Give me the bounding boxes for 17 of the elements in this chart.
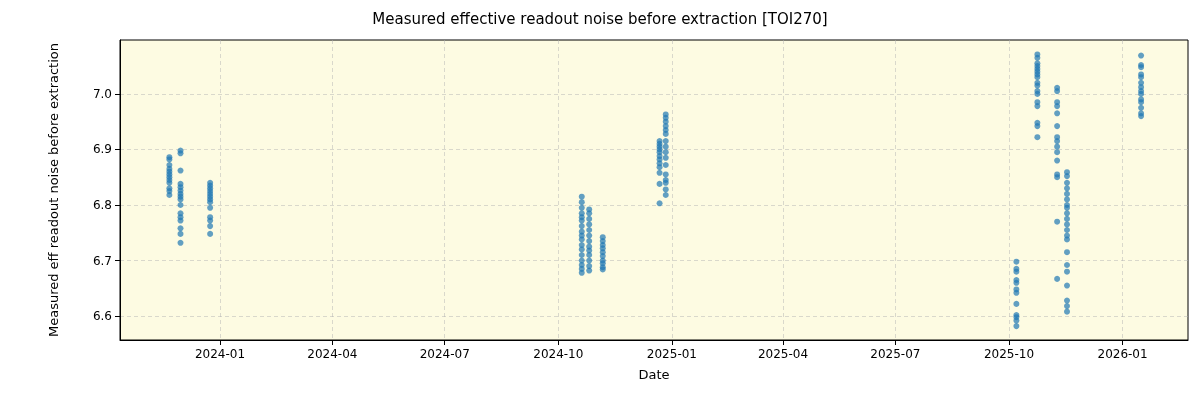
chart-title: Measured effective readout noise before extraction [TOI270]: [372, 9, 828, 28]
y-tick-label: 6.6: [92, 309, 112, 324]
x-tick-label: 2025-01: [646, 347, 697, 361]
y-tick-label: 6.7: [92, 253, 112, 268]
x-tick-label: 2024-07: [419, 347, 470, 361]
y-tick-label: 7.0: [92, 86, 112, 101]
y-tick-label: 6.8: [92, 198, 112, 212]
y-axis-title: Measured eff readout noise before extraction: [46, 42, 61, 338]
x-tick-label: 2025-07: [870, 347, 921, 361]
x-tick-label: 2024-10: [533, 347, 584, 361]
x-axis-title: Date: [638, 367, 670, 382]
x-tick-label: 2025-04: [757, 347, 809, 361]
x-tick-label: 2025-10: [983, 347, 1035, 361]
y-tick-label: 6.9: [92, 142, 112, 157]
x-tick-label: 2024-01: [194, 347, 246, 361]
x-tick-label: 2024-04: [307, 347, 358, 361]
x-tick-label: 2026-01: [1097, 347, 1148, 361]
